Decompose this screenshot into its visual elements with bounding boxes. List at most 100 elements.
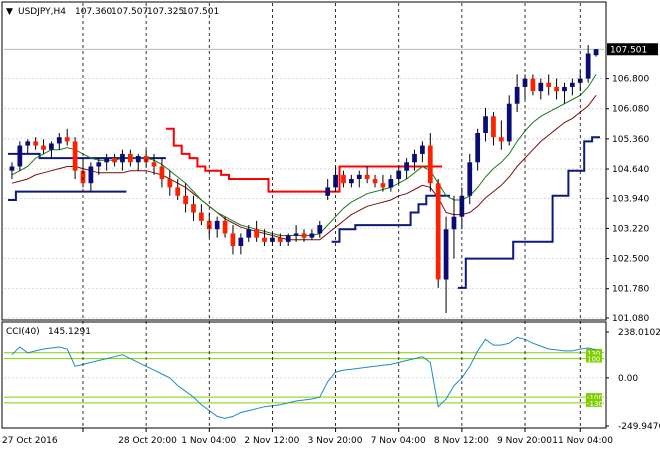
candle-body [238, 237, 244, 247]
price-tick-label: 105.360 [612, 135, 649, 145]
candle [451, 195, 457, 259]
candle-body [72, 141, 78, 171]
candle-body [64, 137, 70, 142]
candle [483, 107, 488, 142]
time-tick-label: 7 Nov 04:00 [371, 436, 426, 446]
cci-level-label: 130 [587, 350, 600, 358]
candle-body [80, 170, 86, 184]
candle-body [451, 216, 457, 230]
candle [341, 170, 346, 188]
candle [262, 229, 267, 247]
candle-body [577, 78, 583, 83]
candle-body [293, 233, 299, 236]
candle [356, 170, 362, 188]
candle [222, 216, 228, 238]
main-chart-frame [1, 1, 607, 321]
candle-body [372, 179, 378, 184]
candle-body [364, 174, 370, 180]
candle [593, 49, 599, 57]
candle [570, 78, 575, 96]
symbol-dropdown-icon[interactable]: ▼ [6, 7, 13, 17]
time-axis: 27 Oct 2016 28 Oct 20:00 1 Nov 04:00 2 Nov … [2, 428, 613, 446]
candle [427, 133, 433, 192]
candles [9, 45, 599, 313]
candle [246, 225, 252, 242]
candle-body [49, 143, 54, 150]
time-tick-label: 8 Nov 12:00 [434, 436, 489, 446]
candle-body [396, 170, 402, 180]
cci-line [11, 336, 597, 419]
candle-body [246, 229, 252, 238]
candle-body [254, 229, 260, 238]
candle [554, 78, 559, 100]
candle [467, 153, 473, 205]
cci-value: 145.1291 [48, 327, 91, 337]
candle-body [56, 137, 62, 144]
candle [420, 141, 425, 163]
candle-body [135, 156, 141, 163]
candle [348, 174, 354, 188]
candle [230, 225, 236, 255]
candle [317, 220, 323, 238]
candle-body [538, 82, 544, 92]
cci-tick-label: 238.0102 [618, 328, 660, 338]
candle [491, 112, 496, 146]
candle [325, 179, 331, 200]
price-axis: 107.501 106.800 106.080 105.360 104.640 103.9… [606, 43, 660, 432]
candle [88, 162, 94, 192]
time-tick-label: 11 Nov 04:00 [552, 436, 613, 446]
candle-body [459, 195, 465, 217]
candle [112, 153, 117, 167]
candle [33, 137, 38, 150]
candle [514, 74, 520, 113]
candle [214, 216, 220, 238]
candle [127, 149, 133, 167]
candle [562, 82, 567, 104]
grid [4, 48, 604, 379]
close-value: 107.501 [182, 7, 219, 17]
candle-body [530, 78, 536, 92]
candle-body [277, 237, 283, 242]
candle [41, 139, 46, 154]
current-price-marker [607, 43, 658, 56]
candle [475, 128, 481, 171]
candle-body [151, 162, 157, 167]
candle-body [514, 86, 520, 104]
candle-body [120, 153, 125, 163]
candle-body [222, 220, 228, 234]
candle [199, 204, 204, 226]
price-channel [8, 127, 600, 289]
candle [104, 153, 110, 171]
candle-body [159, 166, 165, 180]
candle-body [506, 103, 512, 142]
candle [238, 233, 244, 255]
cci-level-label: -130 [587, 400, 603, 408]
candle-body [585, 53, 591, 79]
time-tick-label: 1 Nov 04:00 [181, 436, 236, 446]
candle [412, 149, 417, 171]
candle [380, 174, 386, 192]
candle [254, 220, 260, 242]
candle [159, 158, 165, 188]
candle [285, 233, 291, 247]
candle [301, 229, 307, 242]
price-tick-label: 103.220 [612, 224, 649, 234]
candle-body [467, 162, 473, 196]
low-value: 107.325 [147, 7, 184, 17]
cci-level-tag [586, 354, 602, 363]
candle [364, 166, 370, 184]
candle-body [191, 204, 196, 213]
candle-body [96, 162, 102, 167]
high-value: 107.507 [111, 7, 148, 17]
candle [49, 141, 54, 159]
candle-body [356, 174, 362, 180]
candle [530, 74, 536, 96]
candle [167, 170, 173, 196]
candle-body [33, 141, 38, 146]
candle [120, 149, 125, 171]
cci-level-tag [586, 393, 602, 402]
candle-body [325, 187, 331, 196]
candle [506, 95, 512, 146]
